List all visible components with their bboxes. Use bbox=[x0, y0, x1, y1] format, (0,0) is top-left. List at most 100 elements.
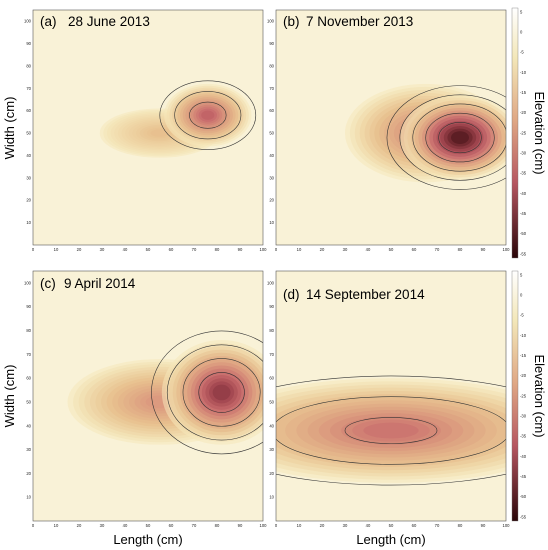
y-tick-label: 70 bbox=[26, 352, 31, 357]
x-tick-label: 30 bbox=[100, 247, 105, 252]
y-tick-label: 90 bbox=[269, 41, 274, 46]
colorbar-top-ticks: 5 0 -5 -10 -15 -20 -25 -30 -35 -40 -45 -50 -55 bbox=[520, 9, 527, 256]
panel-d-label: (d) bbox=[283, 287, 300, 302]
elevation-patch bbox=[363, 423, 418, 439]
x-tick-label: 70 bbox=[435, 523, 440, 528]
x-tick-label: 0 bbox=[275, 523, 278, 528]
panel-a-frame bbox=[32, 9, 264, 246]
x-tick-label: 90 bbox=[238, 523, 243, 528]
y-tick-label: 30 bbox=[269, 447, 274, 452]
colorbar-tick-label: -25 bbox=[520, 393, 527, 398]
panel-d-ticks: 0 10 20 30 40 50 60 70 80 90 100 10 20 30 40 50 60 70 80 90… bbox=[267, 280, 510, 528]
panel-d-title: 14 September 2014 bbox=[306, 287, 425, 302]
colorbar-top: 5 0 -5 -10 -15 -20 -25 -30 -35 -40 -45 -50 -55 Eleva… bbox=[511, 7, 547, 259]
colorbar-tick-label: -40 bbox=[520, 454, 527, 459]
panel-c: (c) 9 April 2014 0 10 20 30 40 50 60 70 80 90 100 1… bbox=[24, 270, 268, 528]
panel-c-ylabel: Width (cm) bbox=[2, 365, 17, 428]
contour-line bbox=[198, 372, 245, 413]
contour-line bbox=[276, 396, 506, 465]
y-tick-label: 50 bbox=[269, 399, 274, 404]
contour-line bbox=[159, 80, 257, 150]
elevation-patch bbox=[213, 385, 231, 401]
contour-line bbox=[182, 358, 261, 427]
y-tick-label: 30 bbox=[26, 175, 31, 180]
x-tick-label: 0 bbox=[32, 247, 35, 252]
contour-line bbox=[412, 103, 506, 172]
contour-line bbox=[174, 91, 242, 140]
colorbar-tick-label: -45 bbox=[520, 211, 527, 216]
x-tick-label: 70 bbox=[192, 247, 197, 252]
y-tick-label: 100 bbox=[267, 280, 275, 285]
panel-b-ticks: 0 10 20 30 40 50 60 70 80 90 100 10 20 30 40 50 60 70 80 90… bbox=[267, 19, 510, 252]
x-tick-label: 80 bbox=[215, 247, 220, 252]
colorbar-bottom: 5 0 -5 -10 -15 -20 -25 -30 -35 -40 -45 -50 -55 Eleva… bbox=[511, 270, 547, 522]
x-tick-label: 10 bbox=[54, 523, 59, 528]
y-tick-label: 10 bbox=[26, 495, 31, 500]
y-tick-label: 80 bbox=[269, 63, 274, 68]
y-tick-label: 20 bbox=[269, 198, 274, 203]
contour-line bbox=[344, 417, 438, 444]
x-tick-label: 40 bbox=[123, 523, 128, 528]
contour-line bbox=[438, 122, 482, 154]
colorbar-top-label: Elevation (cm) bbox=[532, 91, 547, 174]
elevation-patch bbox=[201, 110, 214, 119]
colorbar-tick-label: -5 bbox=[520, 50, 524, 55]
y-tick-label: 90 bbox=[269, 304, 274, 309]
x-tick-label: 40 bbox=[366, 247, 371, 252]
y-tick-label: 100 bbox=[24, 19, 32, 24]
y-tick-label: 10 bbox=[269, 495, 274, 500]
y-tick-label: 10 bbox=[269, 220, 274, 225]
panel-a-label: (a) bbox=[40, 14, 57, 29]
contour-line bbox=[166, 344, 263, 441]
y-tick-label: 60 bbox=[26, 376, 31, 381]
panel-b: (b) 7 November 2013 0 10 20 30 40 50 60 70 80 90 1… bbox=[267, 9, 510, 252]
y-tick-label: 80 bbox=[26, 328, 31, 333]
y-tick-label: 50 bbox=[269, 131, 274, 136]
contour-line bbox=[189, 101, 227, 129]
panel-d-xlabel: Length (cm) bbox=[356, 532, 425, 547]
y-tick-label: 30 bbox=[269, 175, 274, 180]
y-tick-label: 40 bbox=[269, 153, 274, 158]
x-tick-label: 20 bbox=[320, 247, 325, 252]
y-tick-label: 50 bbox=[26, 131, 31, 136]
x-tick-label: 100 bbox=[260, 523, 268, 528]
x-tick-label: 100 bbox=[503, 247, 511, 252]
x-tick-label: 30 bbox=[100, 523, 105, 528]
x-tick-label: 80 bbox=[458, 523, 463, 528]
x-tick-label: 80 bbox=[458, 247, 463, 252]
heatmap-c bbox=[33, 271, 263, 521]
panel-a-title: 28 June 2013 bbox=[68, 14, 150, 29]
x-tick-label: 60 bbox=[412, 523, 417, 528]
x-tick-label: 10 bbox=[297, 247, 302, 252]
y-tick-label: 80 bbox=[269, 328, 274, 333]
colorbar-tick-label: -30 bbox=[520, 414, 527, 419]
elevation-patch bbox=[451, 131, 469, 144]
elevation-patch bbox=[151, 129, 169, 136]
panel-d: (d) 14 September 2014 0 10 20 30 40 50 60 70 80 9… bbox=[267, 270, 510, 528]
panel-c-label: (c) bbox=[40, 276, 56, 291]
colorbar-tick-label: -20 bbox=[520, 110, 527, 115]
colorbar-tick-label: -35 bbox=[520, 171, 527, 176]
x-tick-label: 100 bbox=[503, 523, 511, 528]
colorbar-tick-label: -20 bbox=[520, 373, 527, 378]
x-tick-label: 0 bbox=[275, 247, 278, 252]
x-tick-label: 50 bbox=[146, 523, 151, 528]
colorbar-bottom-ticks: 5 0 -5 -10 -15 -20 -25 -30 -35 -40 -45 -50 -55 bbox=[520, 272, 527, 519]
colorbar-tick-label: -25 bbox=[520, 130, 527, 135]
y-tick-label: 70 bbox=[269, 352, 274, 357]
x-tick-label: 0 bbox=[32, 523, 35, 528]
x-tick-label: 10 bbox=[297, 523, 302, 528]
colorbar-tick-label: 5 bbox=[520, 9, 523, 14]
colorbar-tick-label: -55 bbox=[520, 251, 527, 256]
colorbar-tick-label: -10 bbox=[520, 70, 527, 75]
contour-line bbox=[151, 330, 263, 455]
panel-a-ylabel: Width (cm) bbox=[2, 97, 17, 160]
x-tick-label: 30 bbox=[343, 523, 348, 528]
colorbar-bottom-gradient bbox=[511, 270, 519, 522]
colorbar-tick-label: -35 bbox=[520, 434, 527, 439]
colorbar-tick-label: 5 bbox=[520, 272, 523, 277]
colorbar-tick-label: -50 bbox=[520, 231, 527, 236]
colorbar-tick-label: 0 bbox=[520, 30, 523, 35]
x-tick-label: 40 bbox=[123, 247, 128, 252]
